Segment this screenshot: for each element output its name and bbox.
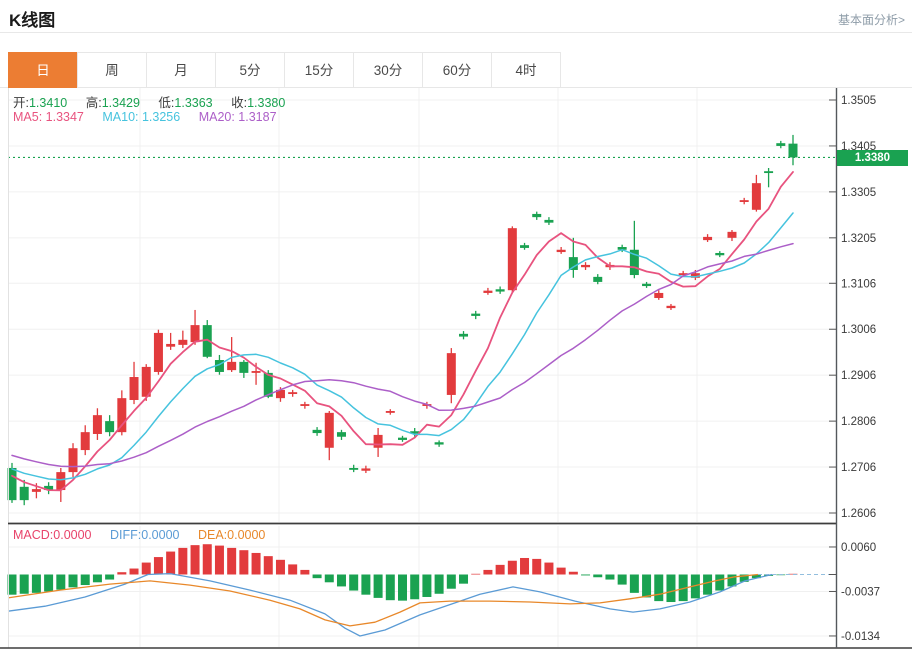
close-label: 收: (231, 96, 248, 110)
period-tabs: 日 周 月 5分 15分 30分 60分 4时 (8, 52, 561, 88)
svg-text:1.2906: 1.2906 (841, 370, 876, 382)
svg-text:1.3006: 1.3006 (841, 324, 876, 336)
diff-line (7, 572, 773, 637)
macd-value: MACD:0.0000 (13, 528, 92, 542)
svg-text:1.3305: 1.3305 (841, 187, 876, 199)
tab-15min[interactable]: 15分 (284, 52, 354, 88)
svg-text:0.0060: 0.0060 (841, 542, 876, 554)
tab-5min[interactable]: 5分 (215, 52, 285, 88)
ma-lines-layer (11, 170, 794, 492)
macd-layer (7, 544, 834, 637)
ma20-line (11, 242, 794, 468)
tab-week[interactable]: 周 (77, 52, 147, 88)
ma20-value: MA20: 1.3187 (198, 110, 277, 124)
tab-month[interactable]: 月 (146, 52, 216, 88)
svg-text:1.2806: 1.2806 (841, 416, 876, 428)
dea-value: DEA:0.0000 (197, 528, 266, 542)
ma-legend: MA5: 1.3347 MA10: 1.3256 MA20: 1.3187 (13, 110, 292, 124)
ma10-line (11, 212, 794, 481)
svg-text:-0.0037: -0.0037 (841, 586, 880, 598)
tab-day[interactable]: 日 (8, 52, 78, 88)
open-value: 1.3410 (28, 96, 68, 110)
macd-axis-labels: 0.0060 -0.0037 -0.0134 (829, 542, 881, 643)
candles-layer (7, 134, 798, 506)
svg-text:1.3505: 1.3505 (841, 95, 876, 107)
fundamental-analysis-link[interactable]: 基本面分析> (837, 13, 905, 27)
svg-text:-0.0134: -0.0134 (841, 631, 881, 643)
ohlc-legend: 开:1.3410 高:1.3429 低:1.3363 收:1.3380 (13, 92, 300, 111)
low-value: 1.3363 (174, 96, 213, 110)
macd-legend: MACD:0.0000 DIFF:0.0000 DEA:0.0000 (13, 528, 280, 542)
tab-30min[interactable]: 30分 (353, 52, 423, 88)
high-label: 高: (85, 96, 102, 110)
diff-value: DIFF:0.0000 (110, 528, 180, 542)
close-value: 1.3380 (247, 96, 286, 110)
current-price-badge: 1.3380 (837, 150, 908, 166)
axes-layer (0, 88, 912, 649)
page-title: K线图 (9, 11, 56, 30)
svg-text:1.3106: 1.3106 (841, 278, 876, 290)
dea-line (7, 573, 759, 627)
ma10-value: MA10: 1.3256 (102, 110, 181, 124)
svg-text:1.3405: 1.3405 (841, 141, 876, 153)
svg-text:1.2606: 1.2606 (841, 508, 876, 520)
low-label: 低: (158, 96, 175, 110)
ma5-value: MA5: 1.3347 (13, 110, 84, 124)
page-header: K线图 基本面分析> (0, 0, 912, 33)
grid-lines (8, 88, 836, 647)
tab-4hour[interactable]: 4时 (491, 52, 561, 88)
ma5-line (11, 170, 794, 492)
open-label: 开: (13, 96, 29, 110)
price-axis-labels: 1.3505 1.3405 1.3305 1.3205 1.3106 1.3006 1.29… (829, 95, 876, 520)
svg-text:1.2706: 1.2706 (841, 462, 876, 474)
high-value: 1.3429 (101, 96, 140, 110)
svg-text:1.3205: 1.3205 (841, 233, 876, 245)
tab-60min[interactable]: 60分 (422, 52, 492, 88)
